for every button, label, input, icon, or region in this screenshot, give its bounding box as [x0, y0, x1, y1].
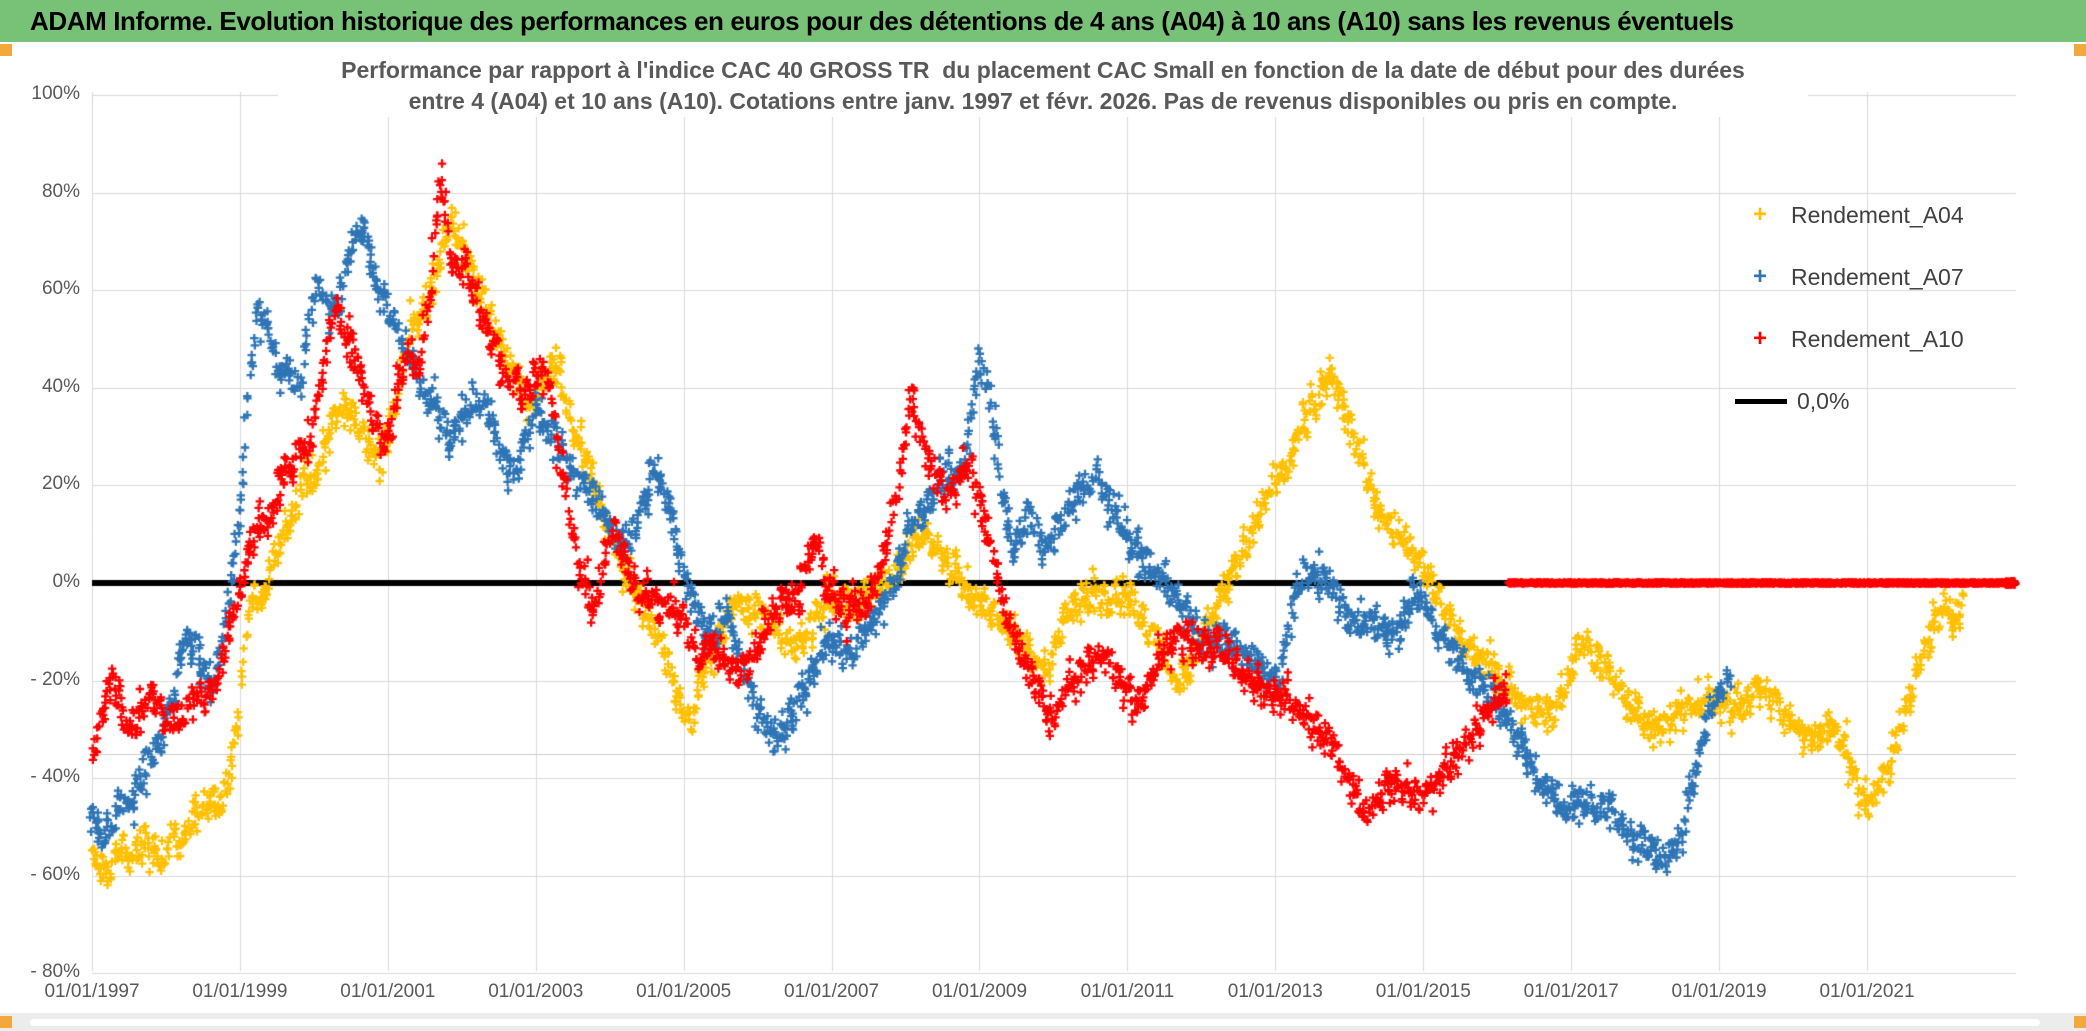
horizontal-scrollbar[interactable] [30, 1019, 2040, 1026]
x-axis-tick-label: 01/01/1999 [192, 981, 288, 1002]
x-axis-tick-label: 01/01/2021 [1819, 981, 1915, 1002]
y-axis-tick-label: - 20% [30, 668, 80, 690]
legend-label: 0,0% [1797, 387, 1850, 414]
x-axis-tick-label: 01/01/2007 [784, 981, 880, 1002]
x-axis-tick-label: 01/01/1997 [44, 981, 140, 1002]
x-axis-tick-label: 01/01/2009 [931, 981, 1028, 1002]
y-axis-tick-label: 80% [41, 180, 80, 202]
legend-item-a07[interactable]: + Rendement_A07 [1735, 258, 1964, 296]
legend-label: Rendement_A04 [1791, 201, 1964, 228]
legend-item-zero-line[interactable]: 0,0% [1735, 382, 1964, 420]
report-title: ADAM Informe. Evolution historique des p… [30, 5, 1734, 36]
x-axis-tick-label: 01/01/2013 [1227, 981, 1323, 1002]
corner-marker-bottom-right [2074, 1016, 2086, 1028]
legend-label: Rendement_A07 [1791, 263, 1964, 290]
x-axis-tick-label: 01/01/2017 [1523, 981, 1619, 1002]
chart-subtitle-line2: entre 4 (A04) et 10 ans (A10). Cotations… [408, 88, 1678, 114]
plus-marker-icon: + [1752, 201, 1767, 228]
y-axis-tick-label: - 80% [30, 961, 80, 983]
x-axis-tick-label: 01/01/2011 [1080, 981, 1175, 1002]
corner-marker-top-left [0, 44, 12, 56]
zero-line-icon [1735, 398, 1787, 404]
legend-item-a10[interactable]: + Rendement_A10 [1735, 320, 1964, 358]
plus-marker-icon: + [1752, 325, 1767, 352]
y-axis-tick-label: 100% [31, 83, 80, 105]
scatter-chart-canvas[interactable] [0, 42, 2086, 1013]
y-axis-tick-label: 20% [41, 473, 80, 495]
report-title-bar: ADAM Informe. Evolution historique des p… [0, 0, 2086, 42]
x-axis-tick-label: 01/01/2019 [1671, 981, 1767, 1002]
chart-subtitle-line1: Performance par rapport à l'indice CAC 4… [341, 57, 1745, 83]
x-axis-tick-label: 01/01/2003 [488, 981, 584, 1002]
x-axis-tick-label: 01/01/2005 [636, 981, 732, 1002]
chart-subtitle: Performance par rapport à l'indice CAC 4… [278, 55, 1808, 117]
y-axis-tick-label: - 40% [30, 766, 80, 788]
chart-plot-area[interactable] [0, 42, 2086, 1013]
plus-marker-icon: + [1752, 263, 1767, 290]
y-axis-tick-label: 40% [41, 375, 80, 397]
legend-label: Rendement_A10 [1791, 325, 1964, 352]
y-axis-tick-label: 0% [52, 571, 80, 592]
y-axis-tick-label: 60% [41, 278, 80, 300]
legend-item-a04[interactable]: + Rendement_A04 [1735, 196, 1964, 234]
x-axis-tick-label: 01/01/2001 [340, 981, 436, 1002]
y-axis-tick-label: - 60% [30, 863, 80, 885]
x-axis-tick-label: 01/01/2015 [1375, 981, 1471, 1002]
corner-marker-bottom-left [0, 1016, 12, 1028]
chart-legend: + Rendement_A04 + Rendement_A07 + Rendem… [1735, 196, 1964, 444]
corner-marker-top-right [2074, 44, 2086, 56]
